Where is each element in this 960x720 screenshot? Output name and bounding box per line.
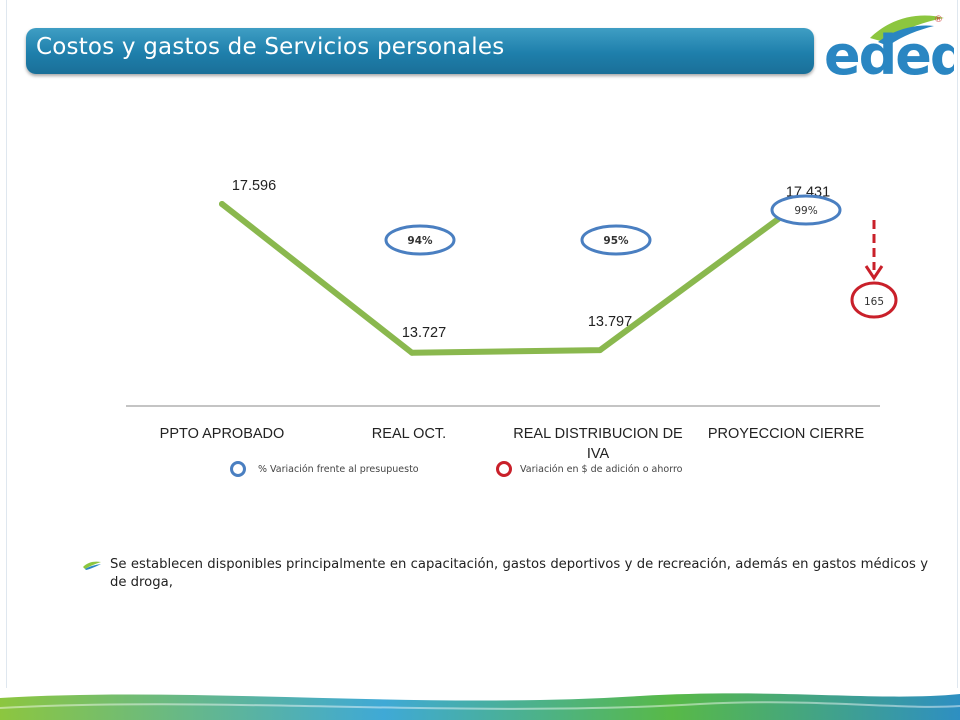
pct-annotation-circle [770, 194, 842, 226]
chart-legend: % Variación frente al presupuesto Variac… [230, 460, 730, 482]
category-label: PPTO APROBADO [160, 426, 285, 442]
series-line [219, 201, 793, 356]
red-circle-icon [496, 461, 512, 477]
page-title: Costos y gastos de Servicios personales [36, 34, 505, 60]
data-point [409, 349, 415, 356]
bullet-text: Se establecen disponibles principalmente… [110, 557, 928, 590]
pct-annotation-label: 95% [603, 235, 629, 247]
category-label: REAL DISTRIBUCION DE [513, 426, 683, 442]
green-arrow-bullet-icon [83, 561, 101, 570]
pct-annotation-circle [384, 224, 456, 256]
savings-circle [850, 281, 898, 319]
pct-annotation-label: 94% [407, 235, 433, 247]
left-border-line [6, 0, 7, 690]
pct-annotation-circle [580, 224, 652, 256]
savings-label: 165 [864, 296, 884, 308]
data-label: 17.596 [232, 178, 276, 194]
right-border-line [957, 0, 958, 690]
data-point [597, 347, 603, 354]
title-bar: Costos y gastos de Servicios personales [26, 28, 814, 74]
data-point [219, 201, 225, 207]
logo-wordmark: edeq [824, 24, 954, 87]
data-label: 13.727 [402, 325, 446, 341]
legend-label-pct: % Variación frente al presupuesto [258, 464, 419, 475]
bottom-decorative-band [0, 688, 960, 720]
blue-circle-icon [230, 461, 246, 477]
category-label: IVA [587, 446, 610, 462]
logo-registered-mark: ® [934, 15, 943, 25]
savings-arrow-head-icon [864, 265, 884, 281]
legend-label-savings: Variación en $ de adición o ahorro [520, 464, 683, 475]
category-label: REAL OCT. [372, 426, 446, 442]
pct-annotation-label: 99% [794, 205, 817, 217]
edeq-logo: edeq ® [824, 15, 954, 87]
wave-decoration [0, 688, 960, 710]
category-label: PROYECCION CIERRE [708, 426, 865, 442]
data-label: 13.797 [588, 314, 632, 330]
